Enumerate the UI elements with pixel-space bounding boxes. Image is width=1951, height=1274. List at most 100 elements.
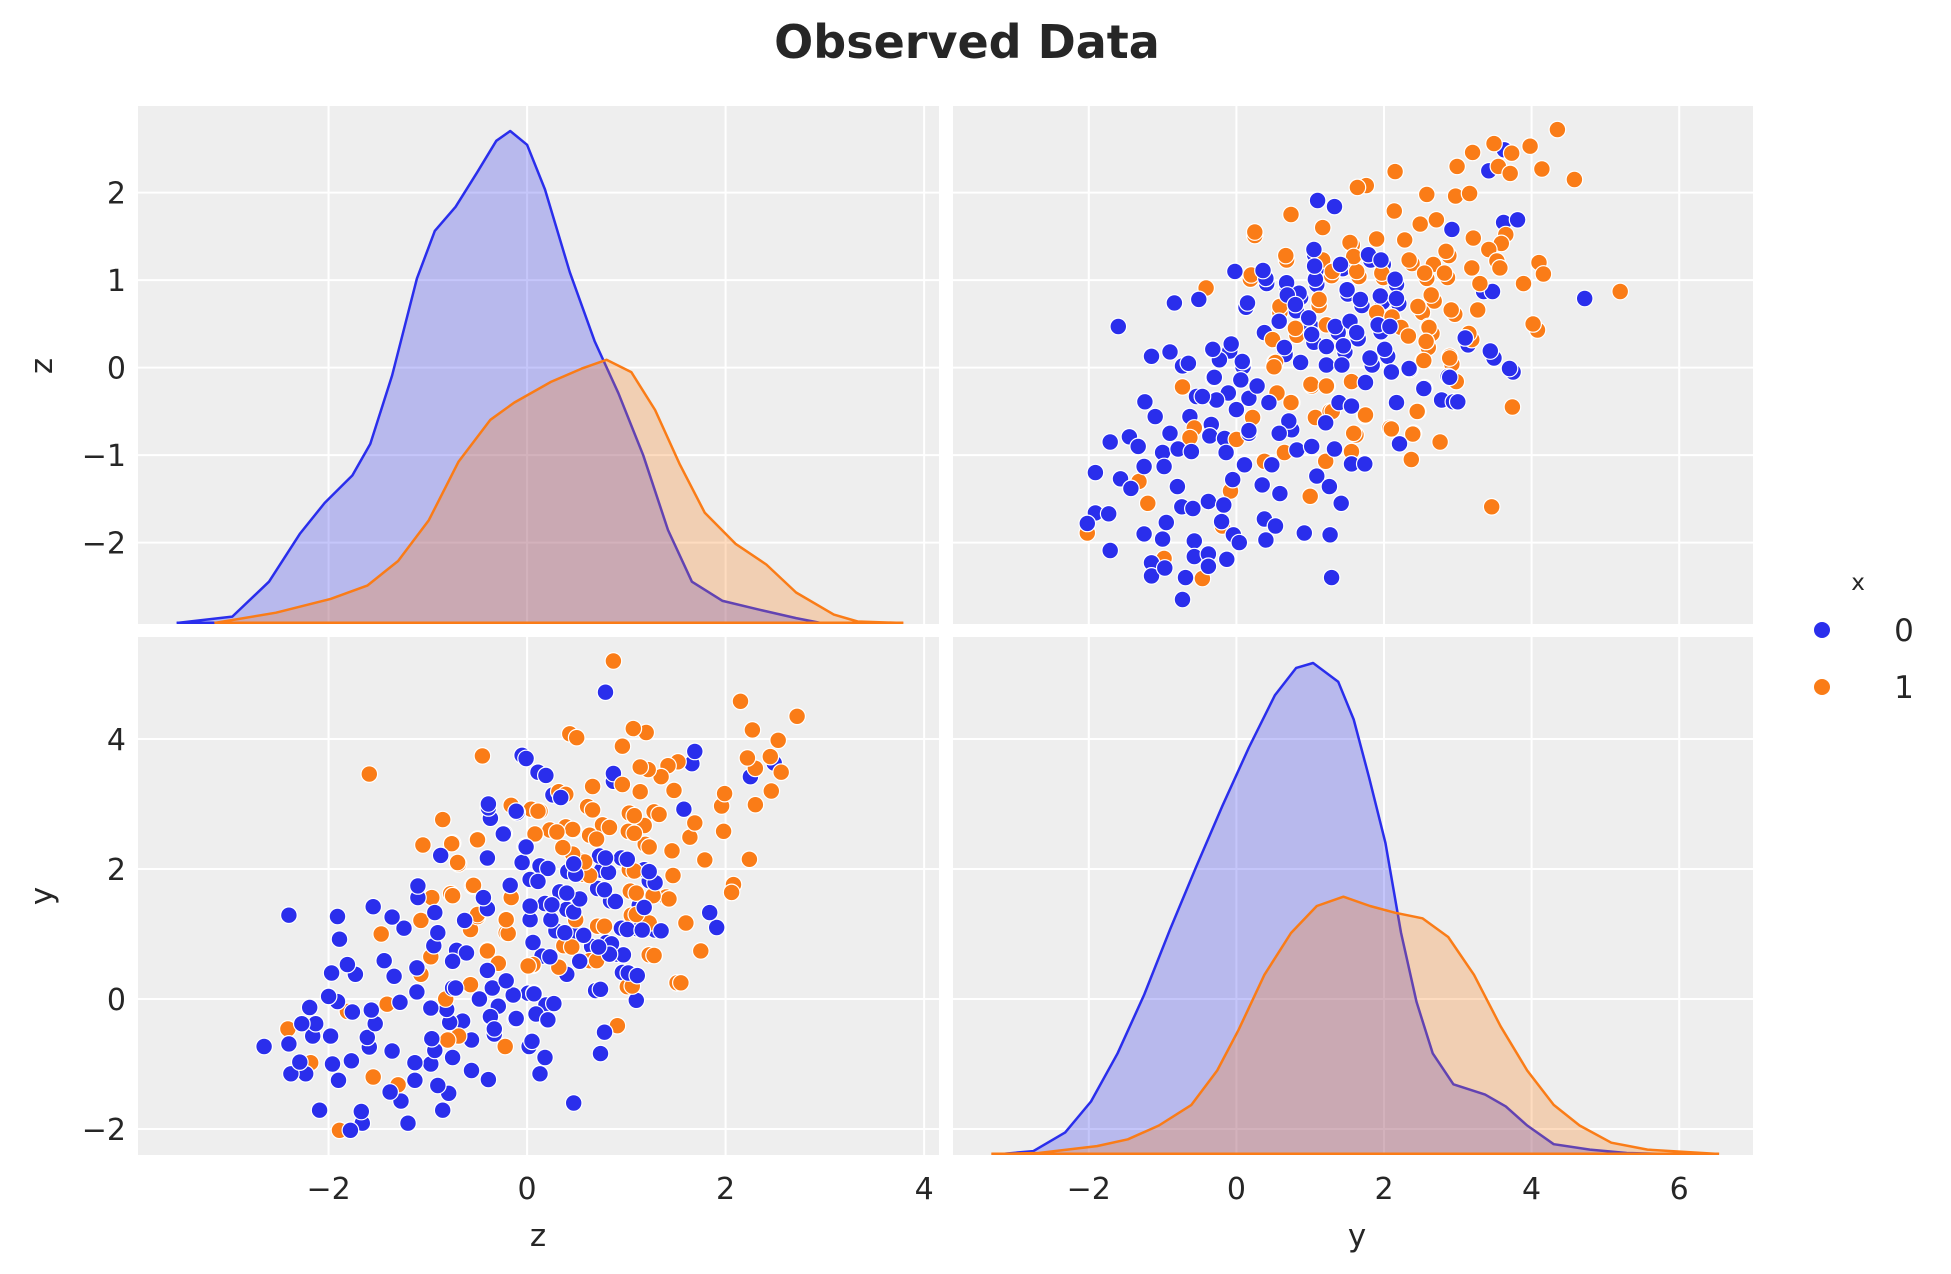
scatter-point-class-0 <box>685 742 704 761</box>
scatter-point-class-0 <box>675 800 693 819</box>
scatter-point-class-1 <box>562 938 581 956</box>
y-tick-label-z: 2 <box>107 177 126 212</box>
scatter-point-class-0 <box>408 983 426 1001</box>
scatter-point-class-0 <box>341 1121 360 1140</box>
scatter-point-class-1 <box>613 775 632 794</box>
scatter-point-class-0 <box>421 999 440 1017</box>
scatter-point-class-0 <box>1372 251 1390 269</box>
scatter-point-class-0 <box>462 1061 481 1080</box>
kde-z-class-1-line <box>214 358 904 624</box>
scatter-point-class-0 <box>539 1010 557 1029</box>
scatter-point-class-1 <box>1414 351 1433 370</box>
scatter-point-class-0 <box>1262 455 1281 474</box>
scatter-point-class-0 <box>1142 567 1161 585</box>
scatter-point-class-0 <box>1400 359 1418 378</box>
scatter-point-class-0 <box>1223 470 1242 489</box>
scatter-point-class-1 <box>1382 420 1401 438</box>
panel-kde-y <box>953 637 1753 1155</box>
scatter-point-class-0 <box>1146 407 1165 426</box>
y-tick-label-y: 0 <box>107 983 126 1018</box>
scatter-point-class-0 <box>1371 287 1390 305</box>
scatter-point-class-1 <box>1502 144 1521 163</box>
scatter-point-class-0 <box>1440 368 1459 387</box>
x-tick-label-y: 2 <box>1374 1172 1393 1207</box>
scatter-point-class-0 <box>1121 479 1140 498</box>
scatter-point-class-1 <box>1344 424 1363 443</box>
scatter-point-class-1 <box>1347 262 1366 281</box>
scatter-point-class-0 <box>1225 262 1244 281</box>
scatter-point-class-1 <box>1524 315 1542 333</box>
scatter-point-class-1 <box>442 834 461 853</box>
scatter-point-class-0 <box>1325 440 1344 458</box>
legend-marker-1 <box>1814 679 1830 695</box>
scatter-points <box>1078 120 1630 609</box>
scatter-point-class-0 <box>375 951 394 970</box>
scatter-point-class-0 <box>1442 220 1461 239</box>
scatter-point-class-0 <box>1351 290 1370 309</box>
scatter-point-class-0 <box>1248 377 1266 395</box>
scatter-point-class-0 <box>1239 389 1258 408</box>
scatter-point-class-1 <box>762 782 781 800</box>
scatter-point-class-0 <box>1295 524 1314 542</box>
scatter-point-class-1 <box>1245 223 1264 241</box>
scatter-point-class-0 <box>595 1023 614 1042</box>
y-tick-label-y: 4 <box>107 723 126 758</box>
scatter-point-class-0 <box>330 930 349 949</box>
scatter-point-class-1 <box>1316 452 1335 471</box>
scatter-point-class-0 <box>455 911 474 930</box>
scatter-point-class-1 <box>663 841 681 860</box>
scatter-point-class-1 <box>1485 134 1503 153</box>
scatter-point-class-1 <box>1301 375 1320 394</box>
kde-y-curves <box>991 661 1720 1155</box>
panel-kde-z <box>138 106 939 624</box>
scatter-point-class-0 <box>323 1055 342 1073</box>
scatter-point-class-1 <box>1490 259 1509 277</box>
scatter-point-class-0 <box>507 1009 526 1028</box>
scatter-point-class-1 <box>640 838 659 856</box>
scatter-point-class-0 <box>1483 282 1502 301</box>
scatter-point-class-0 <box>483 979 502 997</box>
scatter-point-class-0 <box>1316 413 1335 432</box>
scatter-point-class-0 <box>633 921 652 939</box>
scatter-point-class-0 <box>328 907 347 926</box>
scatter-point-class-0 <box>1361 349 1379 367</box>
scatter-point-class-1 <box>587 830 606 848</box>
y-tick-label-y: 2 <box>107 853 126 888</box>
scatter-point-class-1 <box>631 782 650 801</box>
figure-title: Observed Data <box>774 15 1160 69</box>
scatter-point-class-0 <box>536 1048 554 1067</box>
scatter-point-class-0 <box>1199 492 1218 511</box>
scatter-point-class-0 <box>591 980 610 999</box>
scatter-point-class-0 <box>1157 513 1176 532</box>
scatter-point-class-1 <box>625 806 644 825</box>
scatter-point-class-0 <box>1142 347 1161 366</box>
scatter-point-class-1 <box>1463 143 1482 162</box>
scatter-point-class-1 <box>722 883 741 902</box>
scatter-point-class-0 <box>1266 517 1285 535</box>
scatter-point-class-0 <box>1238 294 1257 312</box>
legend: x 0 1 <box>1814 570 1914 706</box>
scatter-point-class-0 <box>1338 280 1356 299</box>
scatter-point-class-0 <box>1165 294 1184 312</box>
scatter-point-class-0 <box>1256 531 1275 549</box>
scatter-point-class-0 <box>1161 343 1179 361</box>
scatter-point-class-0 <box>1317 356 1336 374</box>
scatter-point-class-0 <box>542 910 560 929</box>
scatter-point-class-1 <box>1265 357 1283 376</box>
kde-y-class-1-line <box>991 895 1720 1155</box>
legend-label-1: 1 <box>1894 670 1914 706</box>
scatter-point-class-1 <box>583 801 602 819</box>
x-tick-label-z: 0 <box>518 1172 537 1207</box>
panel-background <box>953 637 1753 1155</box>
scatter-point-class-1 <box>746 795 765 814</box>
scatter-point-class-0 <box>564 854 583 873</box>
scatter-point-class-1 <box>691 942 710 960</box>
scatter-point-class-0 <box>1179 354 1198 373</box>
scatter-point-class-0 <box>1302 437 1321 456</box>
scatter-point-class-0 <box>1189 290 1208 309</box>
scatter-point-class-0 <box>1508 210 1527 229</box>
scatter-point-class-1 <box>685 814 704 832</box>
scatter-point-class-0 <box>545 994 563 1013</box>
scatter-point-class-0 <box>596 849 615 867</box>
scatter-point-class-0 <box>1129 437 1148 456</box>
